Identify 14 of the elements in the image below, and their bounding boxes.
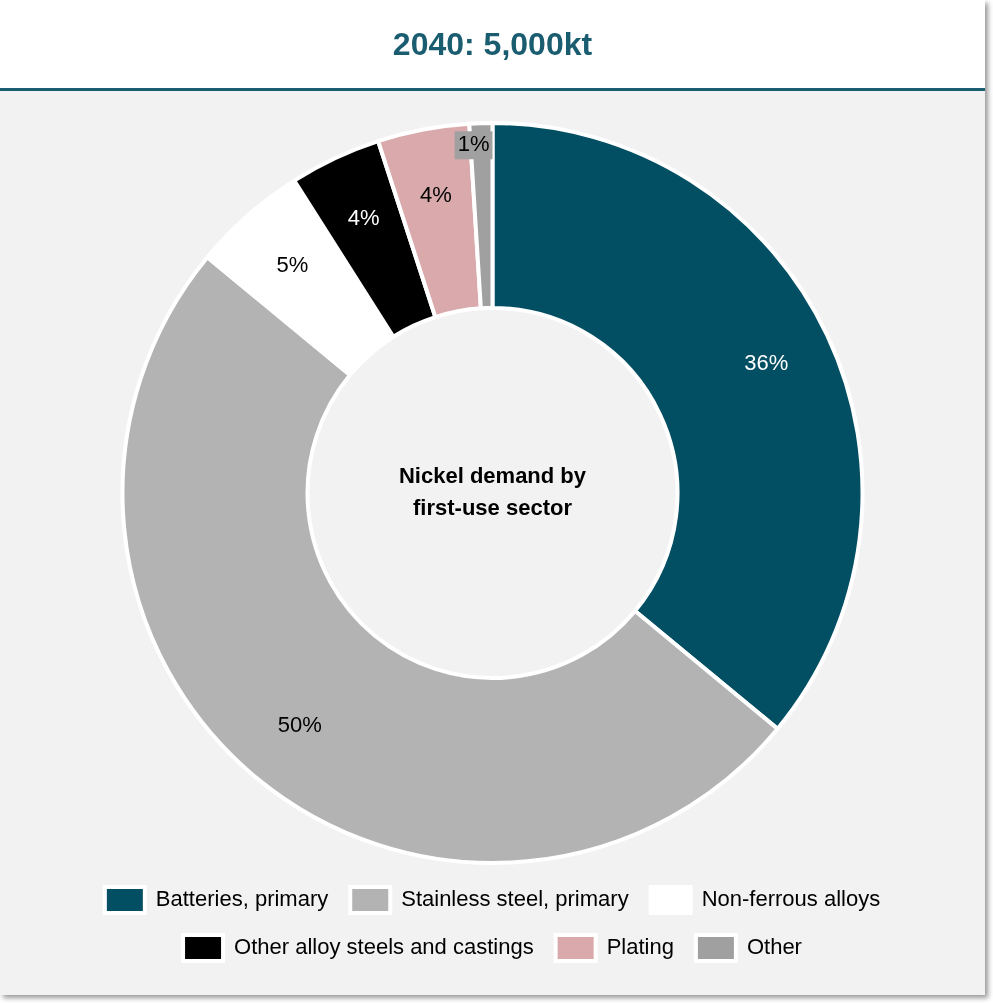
legend-label: Other — [746, 934, 802, 960]
legend-label: Non-ferrous alloys — [701, 886, 881, 912]
legend-label: Other alloy steels and castings — [234, 934, 534, 960]
data-label: 50% — [277, 712, 322, 738]
data-label: 5% — [276, 252, 309, 278]
data-label: 36% — [744, 350, 789, 376]
chart-title: 2040: 5,000kt — [392, 25, 593, 63]
text: Nickel demand by first-use sector — [398, 463, 587, 521]
data-label: 4% — [347, 205, 380, 231]
legend-label: Stainless steel, primary — [401, 886, 629, 912]
legend-label: Plating — [606, 934, 674, 960]
data-label: 4% — [419, 181, 452, 207]
legend-label: Batteries, primary — [155, 886, 329, 912]
data-label: 1% — [457, 131, 490, 157]
